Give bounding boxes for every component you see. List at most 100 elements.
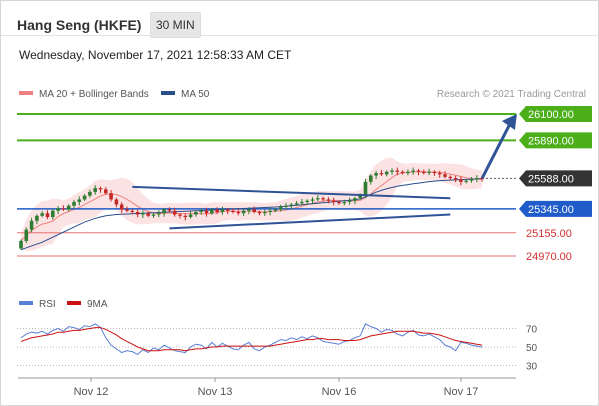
candle-body-76 xyxy=(422,171,426,174)
candle-body-83 xyxy=(459,179,463,182)
candle-body-4 xyxy=(40,213,44,216)
timeframe-badge[interactable]: 30 MIN xyxy=(150,12,201,38)
candlesticks xyxy=(19,167,484,250)
trendlines xyxy=(132,114,517,230)
candle-body-86 xyxy=(475,178,479,180)
candle-body-30 xyxy=(178,214,182,216)
rsi-ma-legend-label: 9MA xyxy=(87,299,108,310)
candle-body-36 xyxy=(210,209,214,214)
ma20-line xyxy=(20,171,483,242)
candle-body-2 xyxy=(29,220,34,230)
x-tick-label-3: Nov 17 xyxy=(444,386,479,398)
rsi-ma-legend-swatch xyxy=(67,301,81,305)
candle-body-6 xyxy=(51,210,55,218)
legend-label-bollinger: MA 20 + Bollinger Bands xyxy=(39,89,149,100)
candle-body-50 xyxy=(284,205,288,207)
candle-body-74 xyxy=(411,170,415,172)
rsi-legend-swatch xyxy=(19,301,33,305)
legend-swatch-bollinger xyxy=(19,91,33,95)
chart-header: Hang Seng (HKFE) 30 MIN xyxy=(1,1,598,38)
candle-body-24 xyxy=(146,213,150,216)
price-levels xyxy=(17,113,516,257)
candle-body-20 xyxy=(125,209,129,211)
candle-body-44 xyxy=(252,209,256,213)
candle-body-71 xyxy=(395,170,400,172)
level-tag-3 xyxy=(519,200,592,217)
level-label-0: 26100.00 xyxy=(528,109,574,121)
candle-body-13 xyxy=(88,191,92,196)
candle-body-79 xyxy=(437,173,442,175)
candle-body-18 xyxy=(114,199,119,205)
candle-body-70 xyxy=(390,170,394,172)
candle-body-29 xyxy=(172,210,177,215)
candle-body-67 xyxy=(374,173,378,176)
candle-body-47 xyxy=(268,210,272,213)
candle-body-43 xyxy=(247,209,251,211)
candle-body-15 xyxy=(98,188,103,190)
candle-body-8 xyxy=(61,208,66,210)
candle-body-48 xyxy=(273,209,278,211)
candle-body-17 xyxy=(109,193,113,200)
candle-body-72 xyxy=(400,171,405,174)
rsi-legend-label: RSI xyxy=(39,299,56,310)
x-axis: Nov 12 Nov 13 Nov 16 Nov 17 xyxy=(74,378,479,398)
projection-arrow-head xyxy=(501,114,517,130)
candle-body-31 xyxy=(183,215,188,218)
level-label-1: 25890.00 xyxy=(528,135,574,147)
candle-body-39 xyxy=(225,209,230,211)
candle-body-66 xyxy=(369,175,373,182)
instrument-title: Hang Seng (HKFE) xyxy=(17,17,142,33)
candle-body-12 xyxy=(82,195,87,200)
candle-body-85 xyxy=(469,179,474,181)
candle-body-56 xyxy=(316,198,320,200)
candle-body-51 xyxy=(289,204,294,206)
candle-body-14 xyxy=(93,188,97,192)
candle-body-33 xyxy=(194,212,198,215)
rsi-level-label-1: 50 xyxy=(526,343,538,354)
candle-body-84 xyxy=(464,180,468,182)
candle-body-54 xyxy=(305,200,309,202)
candle-body-53 xyxy=(300,201,304,204)
level-tag-2 xyxy=(519,170,592,187)
candle-body-34 xyxy=(199,210,203,213)
candle-body-41 xyxy=(236,212,241,214)
research-credit: Research © 2021 Trading Central xyxy=(437,89,586,100)
candle-body-63 xyxy=(353,198,357,201)
candle-body-22 xyxy=(135,212,140,215)
x-tick-label-0: Nov 12 xyxy=(74,386,109,398)
candle-body-21 xyxy=(130,210,135,213)
candle-body-16 xyxy=(104,189,108,194)
level-label-3: 25345.00 xyxy=(528,204,574,216)
candle-body-69 xyxy=(384,171,389,175)
legend-label-ma50: MA 50 xyxy=(181,89,210,100)
candle-body-60 xyxy=(337,201,341,204)
legend-swatch-ma50 xyxy=(161,91,175,95)
candle-body-87 xyxy=(480,178,484,180)
candle-body-64 xyxy=(358,195,362,199)
candle-body-65 xyxy=(363,181,368,196)
candle-body-26 xyxy=(157,213,161,215)
candle-body-77 xyxy=(427,171,431,174)
candle-body-68 xyxy=(379,173,384,175)
candle-body-42 xyxy=(241,210,246,214)
candle-body-37 xyxy=(215,209,219,213)
candle-body-5 xyxy=(45,213,50,218)
candle-body-78 xyxy=(432,171,437,174)
ma50-line-group xyxy=(20,178,483,251)
candle-body-57 xyxy=(321,198,325,200)
candle-body-52 xyxy=(294,203,299,205)
candle-body-0 xyxy=(19,240,23,249)
candle-body-11 xyxy=(77,199,82,202)
projection-arrow-shaft xyxy=(480,121,513,180)
level-labels: 26100.00 25890.00 25588.00 25345.00 25155.00… xyxy=(519,106,592,263)
candle-body-58 xyxy=(326,199,331,201)
candle-body-62 xyxy=(347,200,352,202)
trendline-1 xyxy=(169,213,451,230)
x-tick-label-1: Nov 13 xyxy=(198,386,233,398)
candle-body-27 xyxy=(162,209,166,214)
ma50-line xyxy=(20,178,483,251)
rsi-level-label-2: 30 xyxy=(526,362,538,373)
candle-body-61 xyxy=(342,201,347,204)
